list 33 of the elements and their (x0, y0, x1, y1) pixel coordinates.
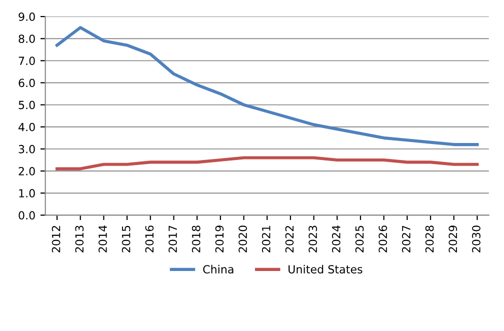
x-tick-label: 2015 (122, 226, 130, 252)
y-tick-label: 8.0 (18, 34, 35, 43)
y-tick-label: 5.0 (18, 100, 35, 110)
x-tick-label: 2030 (472, 226, 480, 252)
x-tick-label: 2023 (308, 226, 318, 252)
y-tick-label: 1.0 (19, 189, 35, 198)
y-tick-label: 9.0 (18, 12, 35, 21)
x-tick-label: 2017 (168, 226, 177, 252)
y-tick-label: 2.0 (18, 166, 35, 176)
y-tick-label: 7.0 (18, 56, 35, 66)
x-tick-label: 2019 (215, 226, 224, 252)
x-tick-label: 2025 (355, 226, 364, 252)
x-tick-label: 2024 (332, 225, 340, 252)
line-series (56, 26, 479, 146)
x-tick-label: 2018 (192, 226, 200, 252)
y-tick-label: 3.0 (18, 144, 35, 154)
x-tick-label: 2013 (75, 226, 84, 252)
line-series (56, 156, 479, 170)
y-tick-label: 6.0 (18, 78, 35, 88)
x-tick-label: 2027 (402, 226, 410, 252)
y-tick-label: 0.0 (18, 211, 35, 220)
x-tick-label: 2016 (145, 226, 154, 252)
x-tick-label: 2028 (425, 226, 434, 252)
x-tick-label: 2012 (52, 226, 60, 252)
legend-label: United States (288, 264, 362, 274)
x-tick-label: 2014 (98, 225, 107, 252)
x-tick-label: 2021 (262, 226, 270, 252)
x-tick-label: 2029 (448, 226, 458, 252)
x-tick-label: 2022 (285, 226, 294, 252)
x-tick-label: 2020 (238, 226, 247, 252)
y-tick-label: 4.0 (18, 122, 35, 132)
x-tick-label: 2026 (378, 226, 388, 252)
legend-label: China (203, 264, 234, 274)
